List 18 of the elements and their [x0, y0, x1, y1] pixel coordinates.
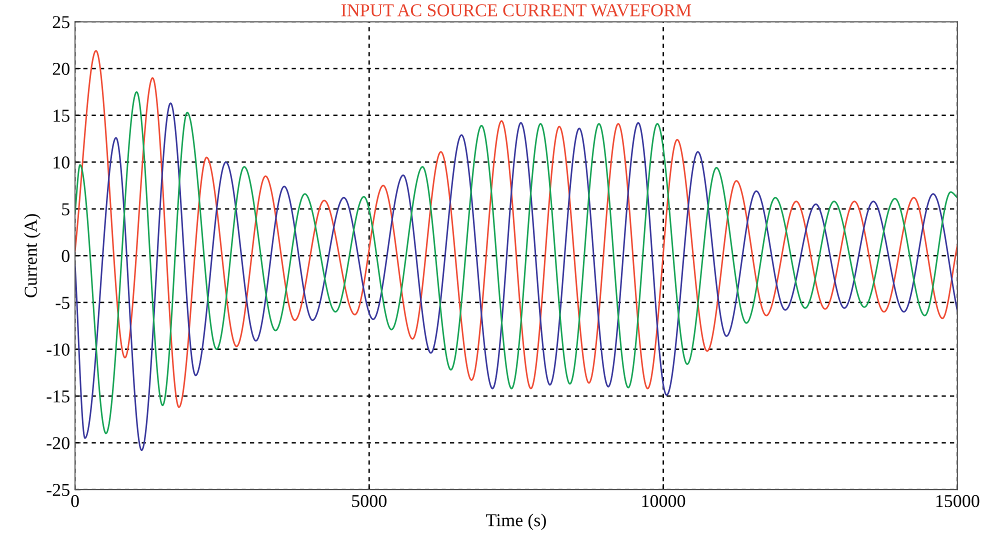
y-tick-label: 10	[54, 156, 70, 169]
y-axis-title: Current (A)	[24, 214, 41, 298]
x-tick-label: 10000	[642, 494, 686, 508]
y-tick-label: -15	[46, 390, 70, 402]
x-tick-label: 0	[71, 494, 79, 508]
y-tick-label: -25	[46, 484, 70, 496]
y-tick-label: 5	[62, 203, 70, 216]
x-tick-label: 5000	[352, 494, 387, 508]
y-tick-label: 15	[54, 110, 70, 122]
x-axis-title: Time (s)	[486, 514, 546, 530]
y-tick-label: 20	[52, 62, 70, 75]
y-tick-label: 25	[52, 16, 70, 28]
y-tick-label: -5	[56, 296, 70, 309]
chart-title: INPUT AC SOURCE CURRENT WAVEFORM	[341, 4, 692, 16]
y-tick-label: -10	[46, 344, 70, 356]
y-tick-label: -20	[46, 437, 70, 450]
x-tick-label: 15000	[936, 494, 980, 508]
y-tick-label: 0	[62, 250, 70, 262]
